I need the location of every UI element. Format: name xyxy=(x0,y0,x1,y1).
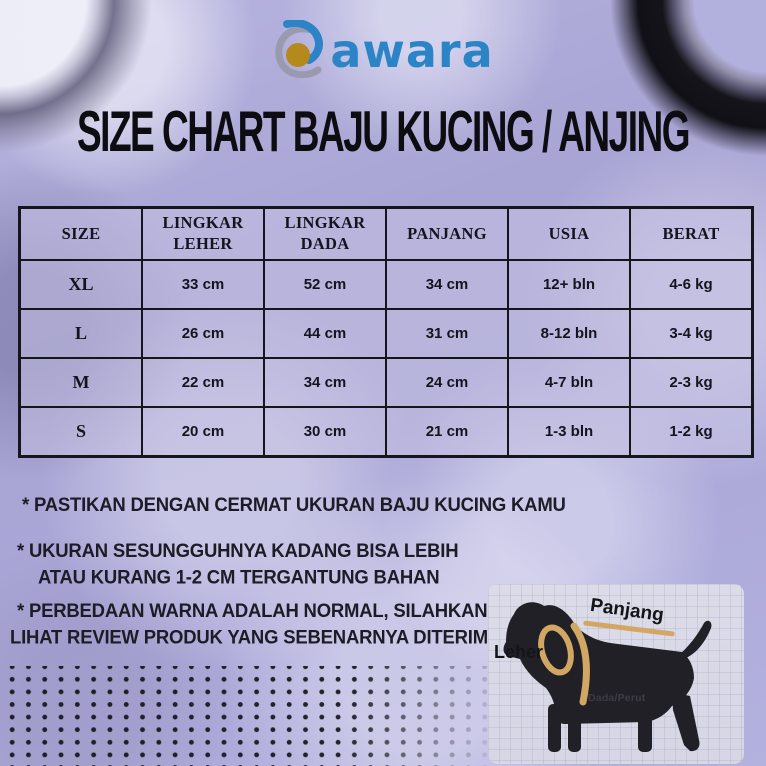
col-header-lingkar-dada: LINGKAR DADA xyxy=(264,208,386,260)
note-line: * PERBEDAAN WARNA ADALAH NORMAL, SILAHKA… xyxy=(17,599,488,622)
table-cell: 22 cm xyxy=(142,358,264,407)
note-line: LIHAT REVIEW PRODUK YANG SEBENARNYA DITE… xyxy=(10,625,502,648)
label-leher: Leher xyxy=(494,642,544,662)
table-cell: L xyxy=(20,309,142,358)
table-cell: 44 cm xyxy=(264,309,386,358)
col-header-lingkar-leher: LINGKAR LEHER xyxy=(142,208,264,260)
brand-logo: awara xyxy=(0,20,766,78)
label-dada-perut: Dada/Perut xyxy=(588,692,646,704)
col-header-berat: BERAT xyxy=(630,208,752,260)
table-cell: 52 cm xyxy=(264,260,386,309)
table-cell: 33 cm xyxy=(142,260,264,309)
table-cell: 26 cm xyxy=(142,309,264,358)
note-line: * UKURAN SESUNGGUHNYA KADANG BISA LEBIH xyxy=(17,539,459,562)
table-cell: XL xyxy=(20,260,142,309)
table-cell: 20 cm xyxy=(142,407,264,456)
table-cell: M xyxy=(20,358,142,407)
table-cell: 12+ bln xyxy=(508,260,630,309)
note-color-difference: * PERBEDAAN WARNA ADALAH NORMAL, SILAHKA… xyxy=(10,598,501,650)
table-cell: 8-12 bln xyxy=(508,309,630,358)
table-cell: S xyxy=(20,407,142,456)
table-cell: 34 cm xyxy=(386,260,508,309)
dog-silhouette-icon xyxy=(503,602,712,752)
table-cell: 31 cm xyxy=(386,309,508,358)
table-cell: 2-3 kg xyxy=(630,358,752,407)
note-size-tolerance: * UKURAN SESUNGGUHNYA KADANG BISA LEBIH … xyxy=(17,538,459,590)
table-cell: 4-6 kg xyxy=(630,260,752,309)
col-header-panjang: PANJANG xyxy=(386,208,508,260)
note-line: ATAU KURANG 1-2 CM TERGANTUNG BAHAN xyxy=(38,565,440,588)
brand-logo-text: awara xyxy=(330,24,494,78)
page-title: SIZE CHART BAJU KUCING / ANJING xyxy=(76,100,691,164)
measurement-diagram: Panjang Leher Dada/Perut xyxy=(488,584,744,764)
table-cell: 1-2 kg xyxy=(630,407,752,456)
halftone-dots-decoration xyxy=(0,666,506,766)
table-cell: 4-7 bln xyxy=(508,358,630,407)
col-header-size: SIZE xyxy=(20,208,142,260)
table-cell: 3-4 kg xyxy=(630,309,752,358)
col-header-usia: USIA xyxy=(508,208,630,260)
table-cell: 1-3 bln xyxy=(508,407,630,456)
table-cell: 30 cm xyxy=(264,407,386,456)
table-cell: 34 cm xyxy=(264,358,386,407)
note-check-size: * PASTIKAN DENGAN CERMAT UKURAN BAJU KUC… xyxy=(22,492,566,518)
brand-logo-b-icon xyxy=(275,20,324,78)
size-chart-table: SIZE LINGKAR LEHER LINGKAR DADA PANJANG … xyxy=(18,206,754,458)
table-cell: 21 cm xyxy=(386,407,508,456)
note-line: * PASTIKAN DENGAN CERMAT UKURAN BAJU KUC… xyxy=(22,493,566,516)
table-cell: 24 cm xyxy=(386,358,508,407)
